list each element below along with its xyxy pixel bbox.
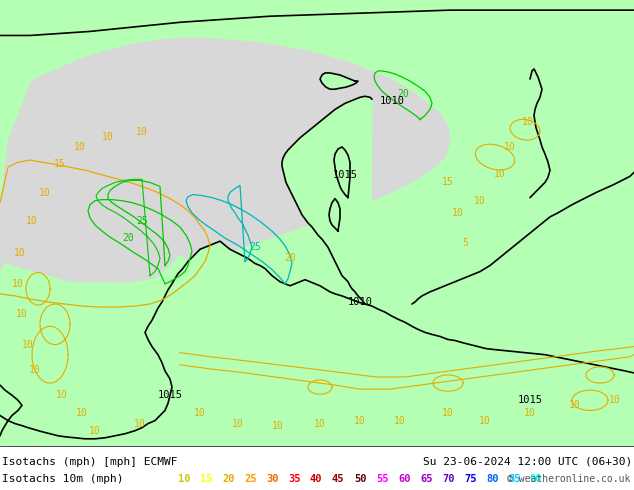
Polygon shape (0, 241, 634, 446)
Text: 55: 55 (376, 474, 389, 484)
Polygon shape (0, 0, 634, 446)
Text: 1010: 1010 (380, 97, 404, 106)
Polygon shape (329, 198, 340, 231)
Text: 10: 10 (569, 400, 581, 410)
Text: Isotachs (mph) [mph] ECMWF: Isotachs (mph) [mph] ECMWF (2, 457, 178, 467)
Text: 20: 20 (122, 233, 134, 243)
Text: 10: 10 (22, 340, 34, 349)
Text: 10: 10 (102, 132, 114, 142)
Text: 10: 10 (442, 409, 454, 418)
Text: 10: 10 (494, 170, 506, 179)
Text: 10: 10 (524, 409, 536, 418)
Text: 10: 10 (609, 395, 621, 405)
Text: Su 23-06-2024 12:00 UTC (06+30): Su 23-06-2024 12:00 UTC (06+30) (423, 457, 632, 467)
Text: 5: 5 (462, 238, 468, 248)
Text: 10: 10 (232, 418, 244, 429)
Text: 50: 50 (354, 474, 366, 484)
Text: 10: 10 (26, 216, 38, 226)
Text: 10: 10 (474, 196, 486, 206)
Text: 10: 10 (354, 416, 366, 425)
Text: 15: 15 (442, 177, 454, 187)
Polygon shape (0, 218, 175, 278)
Text: 25: 25 (249, 242, 261, 252)
Text: 80: 80 (486, 474, 498, 484)
Text: 25: 25 (244, 474, 257, 484)
Polygon shape (0, 71, 412, 282)
Text: 1015: 1015 (332, 171, 358, 180)
Polygon shape (282, 96, 372, 304)
Text: 1015: 1015 (517, 395, 543, 405)
Text: 10: 10 (522, 117, 534, 126)
Text: 10: 10 (272, 420, 284, 431)
Text: 45: 45 (332, 474, 344, 484)
Text: 10: 10 (39, 188, 51, 197)
Polygon shape (0, 255, 188, 439)
Text: 10: 10 (136, 127, 148, 137)
Text: 10: 10 (76, 409, 88, 418)
Text: 10: 10 (14, 248, 26, 258)
Text: 10: 10 (194, 409, 206, 418)
Text: 10: 10 (29, 365, 41, 375)
Text: 20: 20 (397, 89, 409, 99)
Text: 1010: 1010 (347, 297, 373, 307)
Text: 35: 35 (288, 474, 301, 484)
Text: 15: 15 (200, 474, 212, 484)
Text: 70: 70 (442, 474, 455, 484)
Text: 10: 10 (12, 279, 24, 289)
Text: 60: 60 (398, 474, 410, 484)
Text: 10: 10 (394, 416, 406, 425)
Polygon shape (412, 172, 634, 446)
Text: 10: 10 (16, 309, 28, 319)
Polygon shape (572, 101, 578, 105)
Text: 20: 20 (222, 474, 235, 484)
Text: 25: 25 (136, 216, 148, 226)
Text: 85: 85 (508, 474, 521, 484)
Text: 10: 10 (89, 426, 101, 436)
Text: 30: 30 (266, 474, 278, 484)
Text: 10: 10 (479, 416, 491, 425)
Polygon shape (560, 112, 568, 117)
Text: Isotachs 10m (mph): Isotachs 10m (mph) (2, 474, 124, 484)
Polygon shape (334, 147, 350, 197)
Text: 10: 10 (56, 390, 68, 400)
Text: 10: 10 (452, 208, 464, 218)
Polygon shape (0, 0, 634, 35)
Polygon shape (548, 91, 553, 94)
Text: 1015: 1015 (157, 390, 183, 400)
Polygon shape (320, 73, 358, 89)
Text: 65: 65 (420, 474, 432, 484)
Text: 10: 10 (134, 418, 146, 429)
Text: 20: 20 (284, 253, 296, 264)
Text: 10: 10 (74, 142, 86, 152)
Polygon shape (530, 69, 550, 197)
Text: 90: 90 (530, 474, 543, 484)
Polygon shape (0, 39, 450, 282)
Text: 40: 40 (310, 474, 323, 484)
Text: 15: 15 (54, 159, 66, 169)
Text: 10: 10 (504, 142, 516, 152)
Text: © weatheronline.co.uk: © weatheronline.co.uk (507, 474, 630, 484)
Text: 10: 10 (314, 418, 326, 429)
Text: 10: 10 (178, 474, 190, 484)
Text: 75: 75 (464, 474, 477, 484)
